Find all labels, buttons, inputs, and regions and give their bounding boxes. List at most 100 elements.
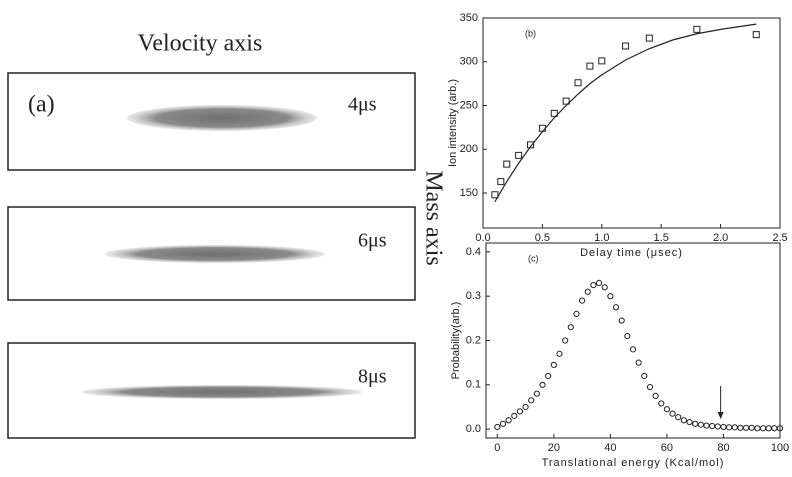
point (652, 392, 659, 399)
point (515, 151, 523, 159)
y-tick-label: 300 (460, 56, 478, 68)
x-tick-label: 1.0 (594, 232, 609, 244)
point (503, 160, 511, 168)
point (618, 317, 625, 324)
point (533, 390, 540, 397)
point (776, 425, 784, 432)
point (562, 337, 569, 344)
y-tick-label: 0.1 (466, 379, 481, 391)
point (584, 288, 591, 295)
frame-label: 4μs (348, 94, 377, 116)
point (612, 304, 620, 311)
point (516, 408, 524, 415)
point (545, 372, 552, 380)
point (731, 424, 738, 431)
point (598, 57, 606, 65)
point (709, 422, 716, 430)
y-tick-label: 150 (460, 187, 478, 199)
x-tick-label: 0.5 (535, 232, 550, 244)
point (675, 414, 682, 421)
point (663, 406, 671, 413)
point (539, 381, 546, 388)
panel-label: (c) (528, 253, 539, 263)
x-tick-label: 2.5 (772, 232, 787, 244)
point (737, 424, 744, 431)
side-label: Mass axis (420, 170, 446, 265)
point (527, 141, 535, 149)
point (641, 372, 648, 380)
point (601, 284, 608, 291)
point (765, 425, 772, 432)
arrow-head (717, 412, 724, 419)
point (494, 423, 501, 431)
y-tick-label: 0.0 (466, 423, 481, 435)
point (720, 423, 727, 431)
point (567, 324, 574, 331)
x-axis-label: Translational energy (Kcal/mol) (542, 457, 725, 469)
point (573, 310, 580, 318)
point (726, 424, 733, 431)
point (635, 359, 642, 366)
point (693, 25, 701, 33)
point (759, 425, 767, 432)
x-tick-label: 60 (661, 442, 673, 454)
y-tick-label: 0.4 (466, 246, 481, 258)
image-blob (105, 245, 325, 263)
point (692, 420, 699, 427)
point (550, 109, 558, 117)
x-axis-label: Delay time (μsec) (580, 247, 683, 259)
y-tick-label: 250 (460, 99, 478, 111)
panel-title: Velocity axis (138, 31, 263, 57)
point (645, 34, 653, 42)
point (646, 383, 654, 391)
point (752, 31, 760, 39)
frame-label: 6μs (358, 230, 387, 252)
point (703, 422, 710, 429)
point (624, 332, 631, 340)
point (742, 424, 750, 431)
y-axis-label: Probability(arb.) (450, 302, 462, 380)
point (714, 423, 721, 430)
panel-label: (a) (28, 92, 55, 118)
x-tick-label: 40 (604, 442, 616, 454)
point (511, 412, 518, 419)
point (505, 417, 512, 424)
point (754, 425, 761, 432)
frame (7, 72, 416, 171)
point (669, 410, 676, 417)
point (499, 420, 507, 427)
frame-label: 8μs (358, 366, 387, 388)
x-tick-label: 80 (717, 442, 729, 454)
frame (7, 206, 416, 301)
plot-frame (482, 17, 781, 229)
point (562, 97, 570, 105)
point (590, 282, 597, 289)
fit-line (494, 23, 757, 203)
point (497, 178, 505, 186)
point (579, 297, 586, 304)
point (574, 79, 582, 87)
image-blob (82, 385, 362, 399)
point (697, 421, 704, 428)
plot-frame (485, 242, 781, 439)
frame (7, 342, 416, 439)
y-tick-label: 0.2 (466, 334, 481, 346)
x-tick-label: 0.0 (475, 232, 490, 244)
y-tick-label: 200 (460, 143, 478, 155)
point (550, 361, 557, 368)
image-blob (127, 105, 317, 131)
x-tick-label: 20 (548, 442, 560, 454)
y-axis-label: Ion intensity (arb.) (447, 79, 459, 167)
point (556, 350, 563, 357)
point (622, 42, 630, 50)
point (607, 293, 614, 300)
point (748, 424, 755, 431)
x-tick-label: 2.0 (713, 232, 728, 244)
point (629, 346, 637, 353)
point (658, 400, 665, 407)
x-tick-label: 1.5 (654, 232, 669, 244)
point (586, 62, 594, 70)
x-tick-label: 100 (771, 442, 789, 454)
point (771, 425, 778, 432)
